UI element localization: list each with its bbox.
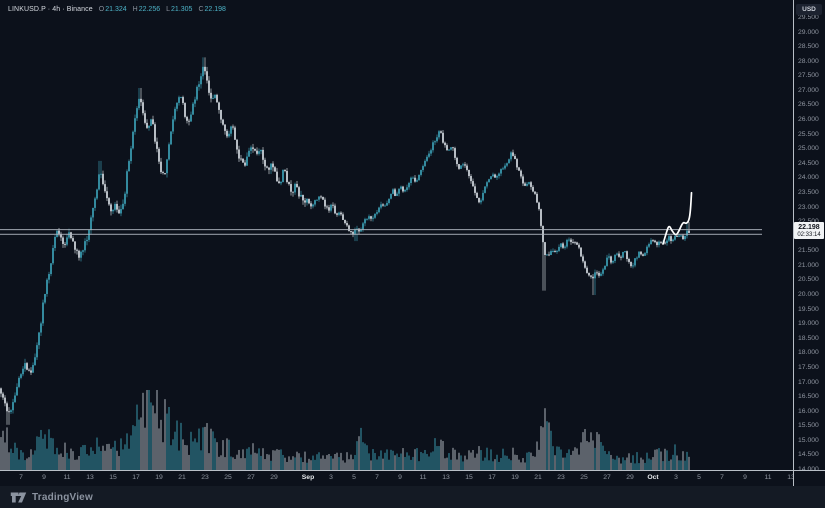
ohlc-key: H bbox=[132, 6, 138, 13]
price-tick-label: 26.500 bbox=[798, 101, 819, 109]
price-axis[interactable]: USD 22.198 02:33:14 29.500 29.000 28.500 28… bbox=[793, 0, 825, 486]
currency-badge: USD bbox=[796, 4, 822, 15]
time-tick-label: 11 bbox=[764, 474, 772, 481]
time-tick-label: 27 bbox=[603, 474, 611, 481]
price-tick-label: 14.500 bbox=[798, 451, 819, 459]
time-tick-label: 13 bbox=[787, 474, 793, 481]
last-price-value: 22.198 bbox=[798, 224, 820, 232]
time-tick-label: 13 bbox=[86, 474, 94, 481]
price-tick-label: 14.000 bbox=[798, 466, 819, 474]
time-tick-label: 3 bbox=[329, 474, 333, 481]
price-tick-label: 16.000 bbox=[798, 407, 819, 415]
symbol-title[interactable]: LINKUSD.P · 4h · Binance bbox=[8, 6, 93, 13]
time-tick-label: 25 bbox=[224, 474, 232, 481]
time-tick-label: 5 bbox=[352, 474, 356, 481]
time-tick-label: 9 bbox=[42, 474, 46, 481]
time-tick-label: 19 bbox=[511, 474, 519, 481]
price-tick-label: 21.000 bbox=[798, 261, 819, 269]
price-tick-label: 25.500 bbox=[798, 130, 819, 138]
time-tick-label: 7 bbox=[19, 474, 23, 481]
price-tick-label: 20.500 bbox=[798, 276, 819, 284]
price-tick-label: 19.500 bbox=[798, 305, 819, 313]
time-axis-border bbox=[0, 470, 825, 471]
price-tick-label: 29.500 bbox=[798, 14, 819, 21]
time-tick-label: 23 bbox=[201, 474, 209, 481]
price-tick-label: 22.500 bbox=[798, 218, 819, 226]
price-chart-canvas[interactable] bbox=[0, 0, 793, 470]
price-tick-label: 25.000 bbox=[798, 145, 819, 153]
last-price-label: 22.198 02:33:14 bbox=[794, 222, 824, 240]
time-tick-label: 15 bbox=[465, 474, 473, 481]
time-tick-label: Oct bbox=[647, 474, 659, 481]
time-tick-label: 3 bbox=[674, 474, 678, 481]
time-tick-label: 11 bbox=[63, 474, 71, 481]
price-tick-label: 28.500 bbox=[798, 43, 819, 51]
ohlc-value: 22.198 bbox=[204, 6, 226, 13]
price-tick-label: 17.500 bbox=[798, 363, 819, 371]
time-tick-label: 23 bbox=[557, 474, 565, 481]
ohlc-value: 21.305 bbox=[171, 6, 193, 13]
time-tick-label: 15 bbox=[109, 474, 117, 481]
time-tick-label: Sep bbox=[301, 474, 315, 481]
time-tick-label: 17 bbox=[488, 474, 496, 481]
tradingview-brand-text: TradingView bbox=[32, 491, 93, 503]
time-tick-label: 21 bbox=[534, 474, 542, 481]
price-tick-label: 18.000 bbox=[798, 349, 819, 357]
bottom-toolbar: TradingView bbox=[0, 486, 825, 508]
ohlc-readout: O21.324 H22.256 L21.305 C22.198 bbox=[93, 5, 226, 14]
ohlc-key: O bbox=[98, 6, 105, 13]
price-tick-label: 16.500 bbox=[798, 393, 819, 401]
ohlc-value: 22.256 bbox=[138, 6, 161, 13]
time-tick-label: 9 bbox=[743, 474, 747, 481]
time-tick-label: 27 bbox=[247, 474, 255, 481]
time-tick-label: 7 bbox=[375, 474, 379, 481]
price-tick-label: 20.000 bbox=[798, 291, 819, 299]
price-tick-label: 26.000 bbox=[798, 116, 819, 124]
price-tick-label: 27.000 bbox=[798, 86, 819, 94]
price-tick-label: 18.500 bbox=[798, 334, 819, 342]
time-tick-label: 7 bbox=[720, 474, 724, 481]
symbol-legend[interactable]: LINKUSD.P · 4h · Binance O21.324 H22.256 L… bbox=[8, 5, 226, 14]
ohlc-value: 21.324 bbox=[105, 6, 127, 13]
price-tick-label: 23.000 bbox=[798, 203, 819, 211]
price-tick-label: 27.500 bbox=[798, 72, 819, 80]
price-tick-label: 15.000 bbox=[798, 436, 819, 444]
time-tick-label: 17 bbox=[132, 474, 140, 481]
bar-countdown: 02:33:14 bbox=[797, 232, 821, 239]
time-tick-label: 29 bbox=[270, 474, 278, 481]
tradingview-logo-icon bbox=[10, 491, 27, 503]
price-tick-label: 19.000 bbox=[798, 320, 819, 328]
price-tick-label: 24.000 bbox=[798, 174, 819, 182]
price-tick-label: 24.500 bbox=[798, 159, 819, 167]
time-tick-label: 13 bbox=[442, 474, 450, 481]
time-tick-label: 5 bbox=[697, 474, 701, 481]
time-axis[interactable]: 7 9 11 13 15 17 19 21 23 25 27 29 Sep 3 5 7 9 11 13 15 17 19 2… bbox=[0, 470, 793, 486]
time-tick-label: 11 bbox=[419, 474, 427, 481]
price-tick-label: 21.500 bbox=[798, 247, 819, 255]
price-axis-border bbox=[793, 0, 794, 486]
price-tick-label: 17.000 bbox=[798, 378, 819, 386]
time-tick-label: 29 bbox=[626, 474, 634, 481]
price-tick-label: 28.000 bbox=[798, 57, 819, 65]
price-tick-label: 23.500 bbox=[798, 188, 819, 196]
time-tick-label: 21 bbox=[178, 474, 186, 481]
time-tick-label: 25 bbox=[580, 474, 588, 481]
ohlc-key: L bbox=[166, 6, 171, 13]
tradingview-logo[interactable]: TradingView bbox=[10, 491, 93, 504]
ohlc-key: C bbox=[198, 6, 204, 13]
chart-pane: LINKUSD.P · 4h · Binance O21.324 H22.256 L… bbox=[0, 0, 793, 470]
price-tick-label: 29.000 bbox=[798, 28, 819, 36]
price-tick-label: 15.500 bbox=[798, 422, 819, 430]
time-tick-label: 9 bbox=[398, 474, 402, 481]
time-tick-label: 19 bbox=[155, 474, 163, 481]
